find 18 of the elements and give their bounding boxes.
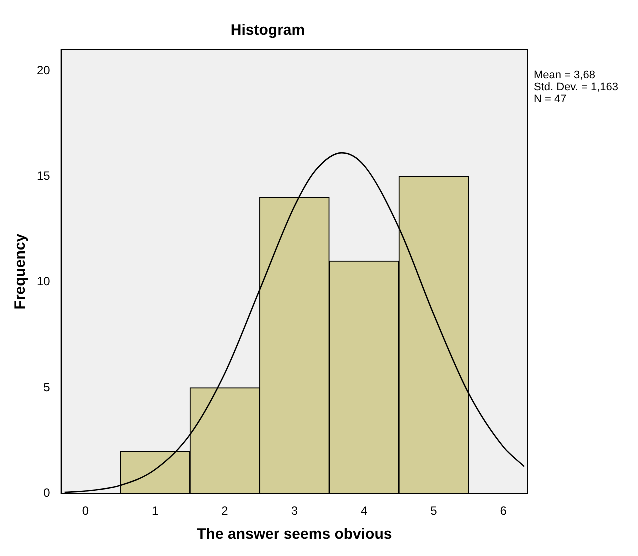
y-tick-label: 5: [44, 380, 51, 394]
text: Std. Dev. = 1,163: [534, 82, 618, 94]
y-tick-label: 0: [44, 486, 51, 500]
x-tick-label: 0: [82, 504, 90, 518]
chart-title: Histogram: [230, 22, 306, 40]
x-axis-title: The answer seems obvious: [197, 526, 392, 544]
x-tick-label: 6: [500, 504, 508, 518]
x-tick-label: 3: [291, 504, 298, 518]
text: Mean = 3,68: [534, 70, 596, 82]
x-tick-label: 1: [152, 504, 160, 518]
x-tick-label: 4: [360, 504, 368, 518]
text: N = 47: [534, 94, 567, 106]
y-tick-label: 10: [36, 274, 51, 289]
x-tick-label: 5: [430, 504, 438, 518]
x-tick-label: 2: [222, 504, 229, 518]
y-tick-label: 20: [36, 63, 51, 78]
y-axis-title: Frequency: [12, 233, 30, 310]
y-tick-label: 15: [36, 169, 51, 184]
